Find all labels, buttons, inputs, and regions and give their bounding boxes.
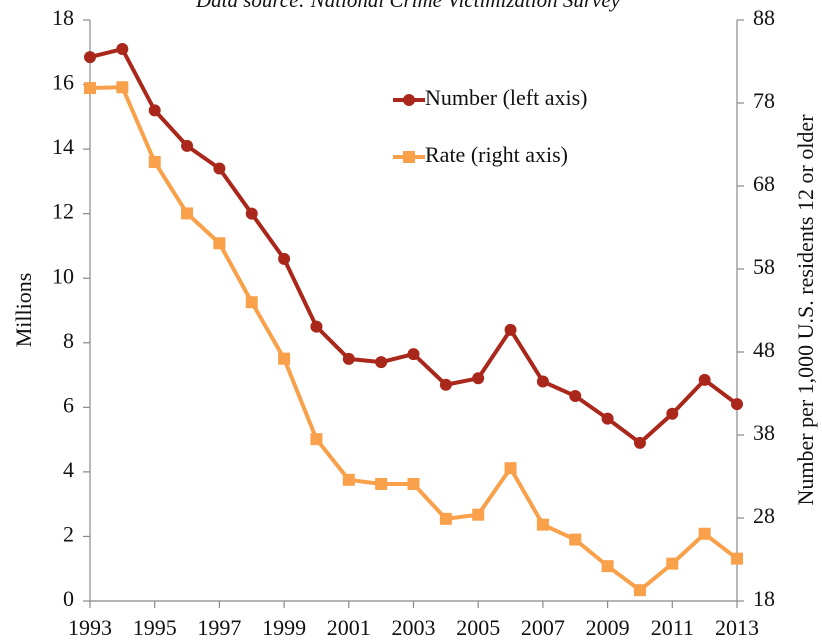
- y-tick-label: 16: [52, 70, 74, 95]
- y2-tick-label: 58: [753, 254, 775, 279]
- y-tick-label: 8: [63, 328, 74, 353]
- x-tick-label: 1995: [133, 615, 177, 640]
- marker: [407, 477, 420, 490]
- chart-title: Data source: National Crime Victimizatio…: [195, 0, 621, 12]
- marker: [731, 398, 743, 411]
- x-tick-label: 1993: [68, 615, 112, 640]
- marker: [116, 43, 129, 56]
- legend-label: Number (left axis): [425, 85, 588, 110]
- series-line: [89, 47, 739, 445]
- marker: [342, 352, 355, 365]
- marker: [375, 356, 388, 369]
- marker: [569, 390, 582, 403]
- y2-tick-label: 48: [753, 337, 775, 362]
- marker: [536, 375, 549, 388]
- marker: [698, 527, 711, 540]
- marker: [84, 82, 96, 95]
- marker: [472, 508, 485, 521]
- x-tick-label: 2005: [456, 615, 500, 640]
- y-tick-label: 12: [52, 199, 74, 224]
- marker: [698, 373, 711, 386]
- marker: [375, 477, 388, 490]
- marker: [116, 81, 129, 94]
- legend-marker: [403, 94, 415, 106]
- marker: [407, 348, 420, 361]
- marker: [536, 518, 549, 531]
- marker: [342, 473, 355, 486]
- marker: [245, 207, 258, 220]
- marker: [181, 207, 194, 220]
- marker: [181, 139, 194, 152]
- marker: [601, 412, 614, 425]
- y-axis-label: Millions: [11, 273, 36, 348]
- x-tick-label: 2013: [715, 615, 759, 640]
- marker: [310, 433, 323, 446]
- marker: [310, 320, 323, 333]
- y2-tick-label: 38: [753, 420, 775, 445]
- x-tick-label: 1999: [262, 615, 306, 640]
- marker: [148, 155, 161, 168]
- marker: [569, 533, 582, 546]
- marker: [278, 252, 291, 265]
- marker: [666, 407, 679, 420]
- marker: [601, 560, 614, 573]
- y-tick-label: 14: [52, 134, 74, 159]
- legend-marker: [403, 151, 415, 163]
- marker: [439, 378, 452, 391]
- y2-tick-label: 68: [753, 171, 775, 196]
- x-tick-label: 1997: [197, 615, 241, 640]
- y2-tick-label: 78: [753, 88, 775, 113]
- marker: [213, 162, 226, 175]
- x-tick-label: 2009: [586, 615, 630, 640]
- y-tick-label: 6: [63, 392, 74, 417]
- marker: [245, 296, 258, 309]
- marker: [666, 557, 679, 570]
- x-tick-label: 2003: [392, 615, 436, 640]
- y-tick-label: 4: [63, 457, 74, 482]
- marker: [633, 584, 646, 597]
- y2-tick-label: 28: [753, 503, 775, 528]
- marker: [439, 512, 452, 525]
- marker: [278, 352, 291, 365]
- y-tick-label: 10: [52, 263, 74, 288]
- marker: [731, 552, 743, 565]
- y-tick-label: 18: [52, 5, 74, 30]
- marker: [148, 104, 161, 117]
- marker: [213, 237, 226, 250]
- marker: [84, 51, 96, 64]
- y2-tick-label: 18: [753, 586, 775, 611]
- y-tick-label: 0: [63, 586, 74, 611]
- y-tick-label: 2: [63, 521, 74, 546]
- legend-label: Rate (right axis): [425, 142, 568, 167]
- marker: [504, 323, 517, 336]
- y2-tick-label: 88: [753, 5, 775, 30]
- marker: [633, 436, 646, 449]
- y2-axis-label: Number per 1,000 U.S. residents 12 or ol…: [793, 114, 818, 506]
- x-tick-label: 2001: [327, 615, 371, 640]
- x-tick-label: 2011: [651, 615, 694, 640]
- x-tick-label: 2007: [521, 615, 565, 640]
- marker: [504, 462, 517, 475]
- marker: [472, 372, 485, 385]
